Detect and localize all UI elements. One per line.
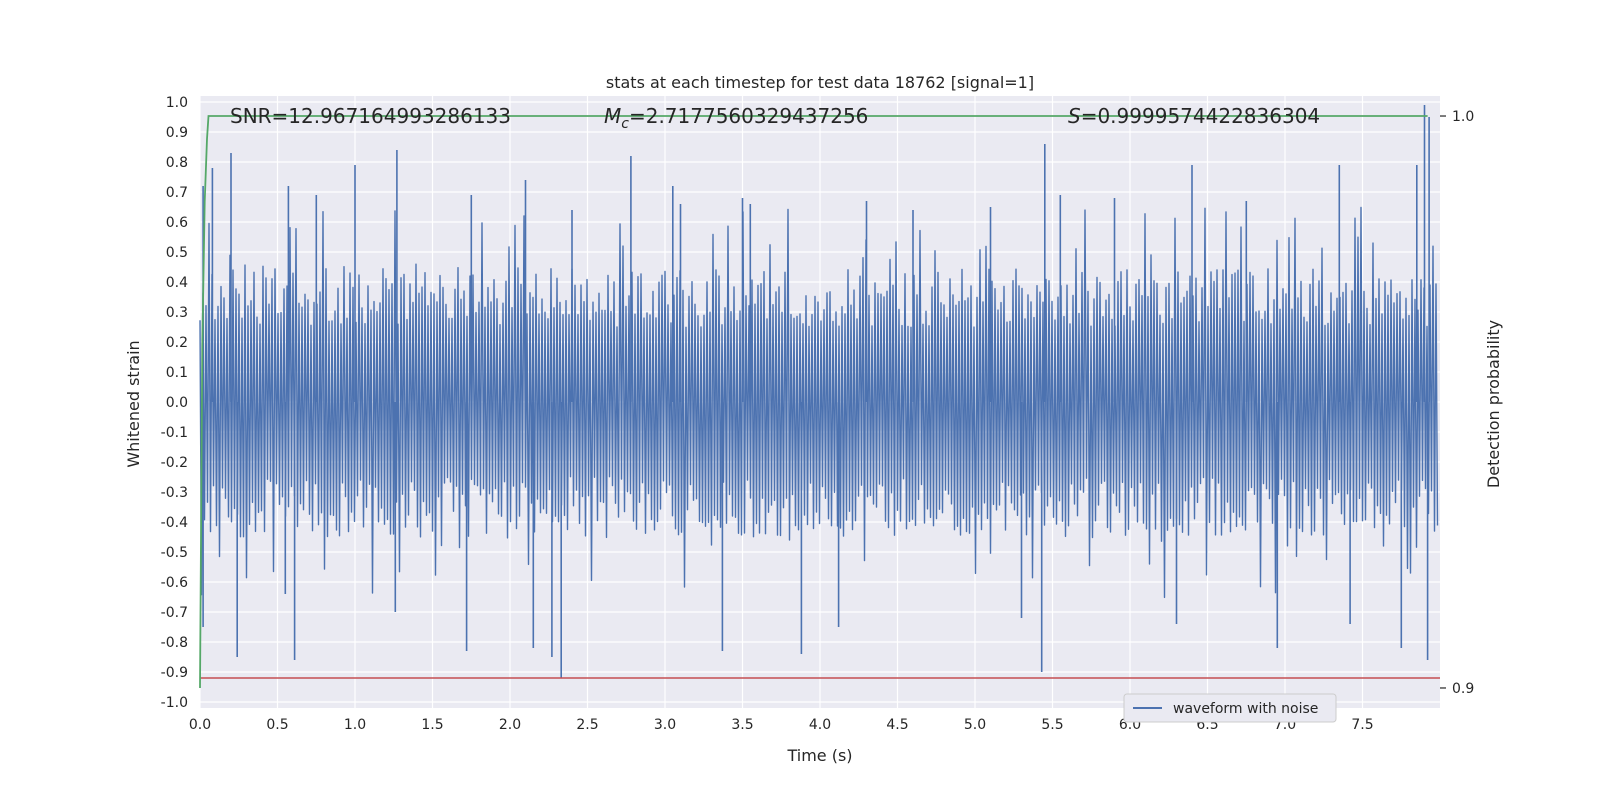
score-value: =0.9999574422836304 [1081,104,1320,128]
chart-title: stats at each timestep for test data 187… [606,73,1034,92]
chirp-mass-subscript: c [621,116,629,132]
y-tick-label: 0.5 [166,245,188,261]
y-tick-label: 0.3 [166,305,188,321]
grid [199,96,1440,708]
x-tick-label: 5.5 [1041,717,1063,733]
x-tick-label: 1.0 [344,717,366,733]
x-tick-label: 3.5 [731,717,753,733]
waveform-line [199,206,1439,599]
y-tick-label: 0.9 [166,125,188,141]
y-tick-label: -0.9 [161,665,188,681]
y-tick-label: 1.0 [166,95,188,111]
y-tick-label: 0.0 [166,395,188,411]
y-tick-label: -0.8 [161,635,188,651]
x-tick-label: 7.5 [1351,717,1373,733]
y-tick-label: -0.7 [161,605,188,621]
x-tick-label: 3.0 [654,717,676,733]
legend-label-waveform: waveform with noise [1173,701,1318,717]
chirp-mass-value: =2.7177560329437256 [629,104,868,128]
snr-annotation: SNR=12.967164993286133 [230,104,511,128]
y2-tick-label: 1.0 [1452,109,1474,125]
y-tick-label: 0.6 [166,215,188,231]
chirp-mass-symbol: M [604,104,621,128]
score-annotation: S=0.9999574422836304 [1068,104,1320,128]
x-tick-label: 1.5 [421,717,443,733]
detection-probability-line [199,115,1428,689]
y-tick-label: 0.4 [166,275,188,291]
x-axis-label: Time (s) [786,746,852,765]
x-tick-label: 0.5 [266,717,288,733]
series-layer [199,105,1440,689]
legend-box [1123,693,1337,723]
y-tick-label: -0.4 [161,515,188,531]
y-tick-label: -1.0 [161,695,188,711]
y-tick-label: -0.1 [161,425,188,441]
y-tick-label: -0.3 [161,485,188,501]
chirp-mass-annotation: Mc=2.7177560329437256 [604,104,868,132]
x-tick-label: 4.5 [886,717,908,733]
x-tick-label: 2.0 [499,717,521,733]
y-tick-label: 0.1 [166,365,188,381]
legend: waveform with noise [1123,693,1337,723]
y-tick-label: -0.6 [161,575,188,591]
x-tick-label: 0.0 [189,717,211,733]
y-tick-label: -0.5 [161,545,188,561]
x-tick-label: 5.0 [964,717,986,733]
y-tick-label: 0.8 [166,155,188,171]
y-axis-label: Whitened strain [124,340,143,467]
x-tick-label: 4.0 [809,717,831,733]
y2-axis-label: Detection probability [1484,320,1503,488]
y-tick-label: -0.2 [161,455,188,471]
ticks-layer: 0.0 0.5 1.0 1.5 2.0 2.5 3.0 3.5 4.0 4.5 5.0 5.5 6.0 6… [161,95,1475,733]
y-tick-label: 0.7 [166,185,188,201]
score-symbol: S [1068,104,1081,128]
y-tick-label: 0.2 [166,335,188,351]
y2-tick-label: 0.9 [1452,681,1474,697]
x-tick-label: 2.5 [576,717,598,733]
